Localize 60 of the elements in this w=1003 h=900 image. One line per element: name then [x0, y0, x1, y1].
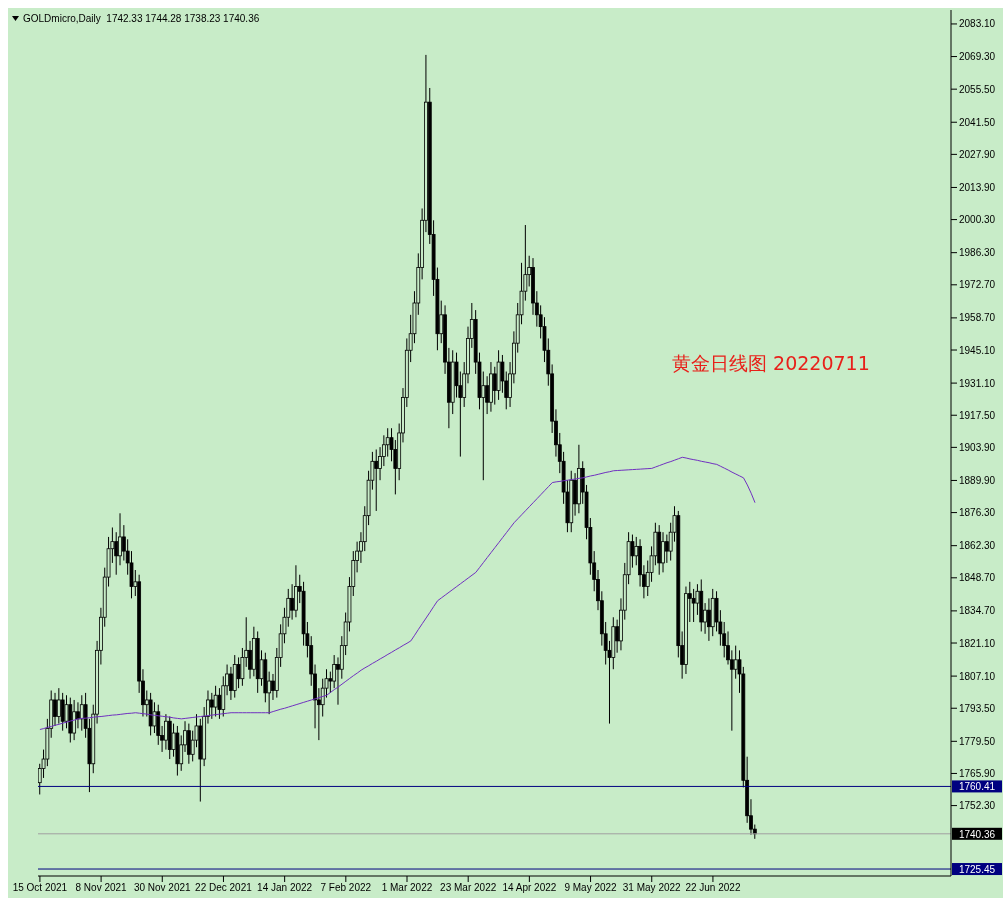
candlestick	[186, 723, 191, 765]
y-tick-label: 2069.30	[959, 51, 996, 63]
y-tick-label: 1807.10	[959, 670, 996, 682]
y-tick-label: 1889.90	[959, 475, 996, 486]
candlestick	[213, 685, 218, 717]
y-tick-label: 1945.10	[959, 344, 996, 356]
y-tick-label: 1862.30	[959, 540, 996, 552]
y-tick-label: 1876.30	[959, 507, 996, 519]
x-tick-label: 8 Nov 2021	[75, 882, 128, 894]
x-tick-label: 22 Jun 2022	[685, 882, 741, 894]
candlestick	[56, 687, 61, 725]
candlestick	[53, 692, 57, 727]
y-tick-label: 2041.50	[959, 116, 996, 128]
x-tick-label: 22 Dec 2021	[195, 882, 253, 894]
y-tick-label: 1765.90	[959, 768, 996, 779]
candlestick	[707, 597, 711, 642]
y-tick-label: 1821.10	[959, 637, 996, 649]
candlestick	[72, 699, 77, 741]
x-tick-label: 1 Mar 2022	[381, 882, 433, 894]
x-tick-label: 7 Feb 2022	[320, 882, 372, 894]
x-tick-label: 30 Nov 2021	[133, 882, 192, 894]
y-tick-label: 1986.30	[959, 247, 996, 259]
y-tick-label: 1848.70	[959, 572, 996, 584]
y-tick-label: 1931.10	[959, 377, 996, 389]
y-tick-label: 1834.70	[959, 605, 996, 617]
x-tick-label: 9 May 2022	[564, 882, 618, 894]
candlestick	[152, 701, 157, 734]
y-tick-label: 1793.50	[959, 702, 996, 714]
ref-line-label: 1725.45	[958, 864, 996, 876]
y-tick-label: 1917.50	[959, 409, 996, 421]
y-tick-label: 1752.30	[959, 800, 996, 812]
candlestick	[290, 583, 294, 621]
y-tick-label: 2055.50	[959, 83, 996, 95]
candlestick	[164, 713, 168, 751]
x-tick-label: 31 May 2022	[622, 882, 682, 894]
x-tick-label: 14 Apr 2022	[502, 882, 557, 894]
y-tick-label: 2000.30	[959, 214, 996, 226]
ref-line-label: 1760.41	[958, 781, 996, 793]
candlestick	[229, 666, 233, 701]
annotation: 黄金日线图 20220711	[672, 351, 870, 376]
y-tick-label: 1779.50	[959, 735, 996, 747]
x-tick-label: 23 Mar 2022	[440, 882, 497, 894]
x-tick-label: 14 Jan 2022	[257, 882, 313, 894]
candlestick	[236, 656, 241, 689]
candlestick	[217, 687, 222, 720]
candlestick	[661, 531, 665, 573]
y-tick-label: 2083.10	[959, 18, 996, 30]
candlestick	[114, 531, 119, 576]
candlestick	[209, 692, 214, 720]
x-tick-label: 15 Oct 2021	[12, 882, 68, 894]
y-tick-label: 1958.70	[959, 312, 996, 324]
candlestick	[294, 564, 298, 618]
candlestick	[374, 449, 379, 512]
chart-title: GOLDmicro,Daily 1742.33 1744.28 1738.23 1740.36	[23, 13, 260, 24]
ref-line-label: 1740.36	[958, 828, 996, 840]
y-tick-label: 1903.90	[959, 441, 996, 453]
y-tick-label: 1972.70	[959, 279, 996, 291]
y-tick-label: 2013.90	[959, 182, 996, 193]
y-tick-label: 2027.90	[959, 148, 996, 160]
candlestick	[664, 534, 669, 564]
